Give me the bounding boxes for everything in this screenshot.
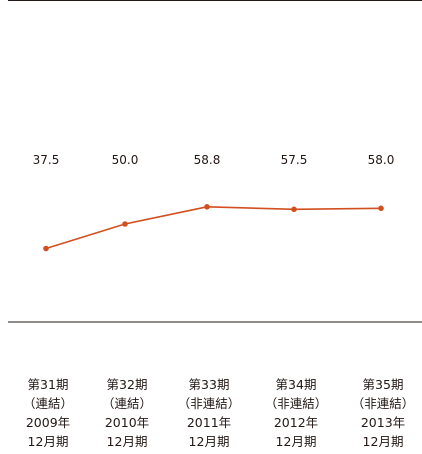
- data-point: [43, 245, 49, 252]
- x-tick-label: 第32期: [107, 377, 148, 392]
- x-tick-label: （連結）: [23, 396, 73, 411]
- data-label: 58.8: [194, 153, 221, 167]
- x-tick-label: 2010年: [105, 415, 149, 430]
- series-line: [45, 206, 382, 250]
- data-label: 37.5: [33, 153, 60, 167]
- x-tick-label: （連結）: [102, 396, 152, 411]
- x-tick-label: （非連結）: [352, 396, 415, 411]
- x-tick-label: 第35期: [363, 377, 404, 392]
- data-point: [378, 205, 384, 212]
- x-tick-label: （非連結）: [265, 396, 328, 411]
- x-tick-label: 2009年: [26, 415, 70, 430]
- x-tick-label: 第33期: [189, 377, 230, 392]
- x-tick-label: 2011年: [187, 415, 231, 430]
- x-tick-label: 12月期: [107, 434, 148, 449]
- data-point: [122, 221, 128, 227]
- data-label: 58.0: [368, 153, 395, 167]
- x-tick-label: 2013年: [361, 415, 405, 430]
- data-point: [204, 204, 210, 210]
- data-label: 50.0: [112, 153, 139, 167]
- x-tick-label: 12月期: [28, 434, 69, 449]
- x-tick-label: 12月期: [189, 434, 230, 449]
- x-tick-label: 12月期: [363, 434, 404, 449]
- data-label: 57.5: [281, 153, 308, 167]
- x-tick-label: 2012年: [274, 415, 318, 430]
- x-tick-label: （非連結）: [178, 396, 241, 411]
- data-point: [291, 206, 297, 213]
- x-tick-label: 第31期: [28, 377, 69, 392]
- x-tick-label: 12月期: [276, 434, 317, 449]
- x-tick-label: 第34期: [276, 377, 317, 392]
